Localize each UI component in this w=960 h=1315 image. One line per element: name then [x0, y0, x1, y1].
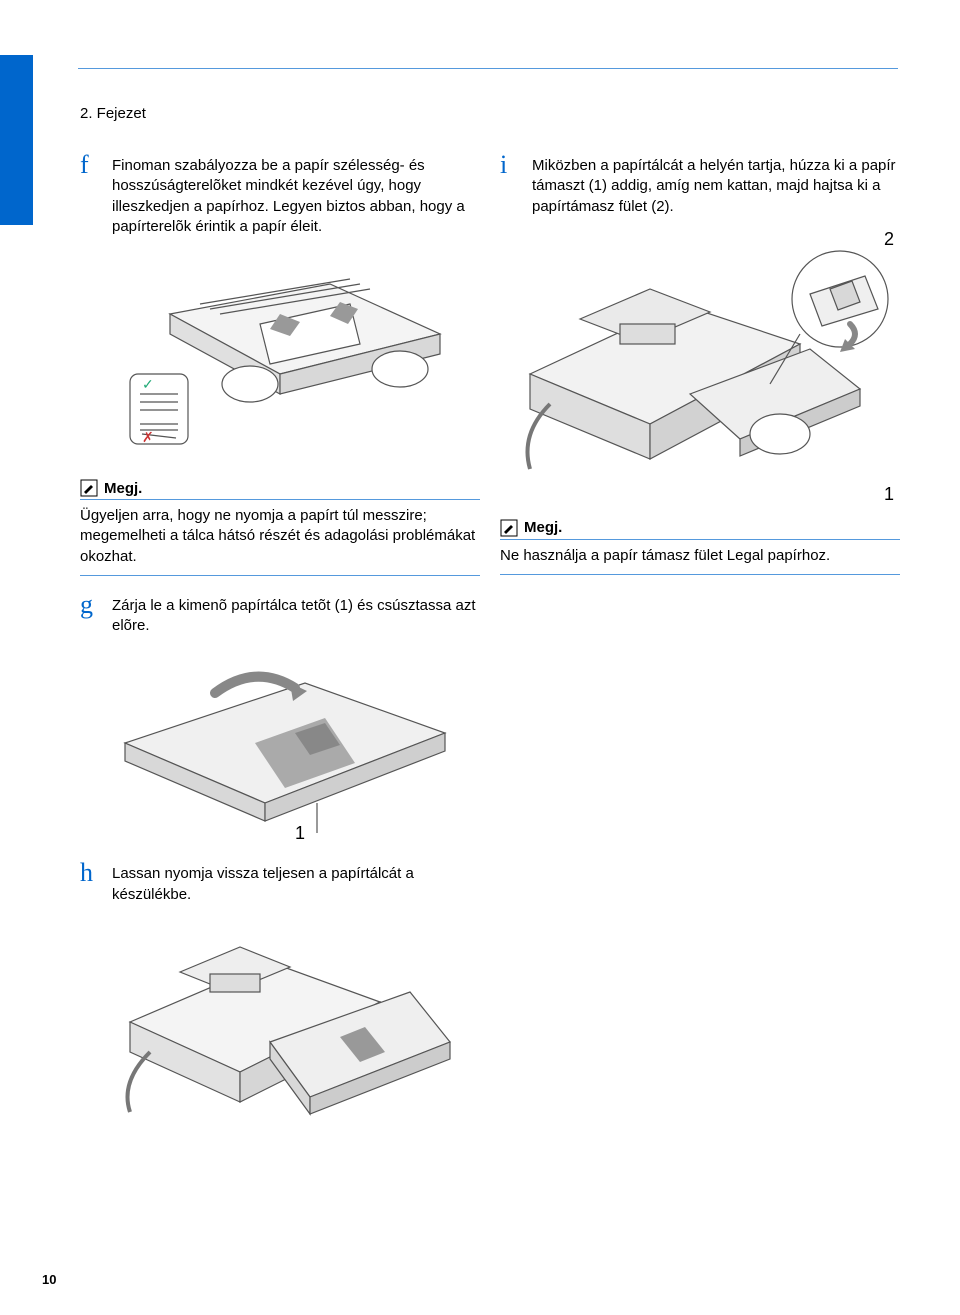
pencil-icon: [500, 519, 518, 537]
callout-i-1: 1: [884, 484, 894, 505]
page-number: 10: [42, 1272, 56, 1287]
note-left-header: Megj.: [80, 479, 480, 500]
step-h-letter: h: [80, 860, 112, 886]
callout-i-2: 2: [884, 229, 894, 250]
side-tab: [0, 55, 33, 225]
svg-text:✗: ✗: [142, 429, 154, 445]
left-column: f Finoman szabályozza be a papír széless…: [80, 152, 480, 1147]
callout-g-1: 1: [295, 823, 305, 844]
note-right-header: Megj.: [500, 519, 900, 540]
chapter-title: 2. Fejezet: [80, 105, 146, 122]
step-i-letter: i: [500, 152, 532, 178]
step-f: f Finoman szabályozza be a papír széless…: [80, 152, 480, 237]
printer-insert-svg: [90, 922, 470, 1142]
note-left-label: Megj.: [104, 480, 142, 497]
illustration-g: 1: [80, 648, 480, 848]
illustration-h: [80, 917, 480, 1147]
printer-support-svg: [500, 234, 900, 504]
step-i-text: Miközben a papírtálcát a helyén tartja, …: [532, 152, 900, 217]
illustration-f: ✓ ✗: [80, 249, 480, 459]
right-column: i Miközben a papírtálcát a helyén tartja…: [500, 152, 900, 575]
step-f-letter: f: [80, 152, 112, 178]
top-rule: [78, 68, 898, 69]
note-right-label: Megj.: [524, 519, 562, 536]
illustration-i: 2 1: [500, 229, 900, 509]
step-f-text: Finoman szabályozza be a papír szélesség…: [112, 152, 480, 237]
tray-cover-svg: [95, 653, 465, 843]
step-i: i Miközben a papírtálcát a helyén tartja…: [500, 152, 900, 217]
tray-guides-svg: ✓ ✗: [100, 254, 460, 454]
step-g-letter: g: [80, 592, 112, 618]
step-g-text: Zárja le a kimenõ papírtálca tetõt (1) é…: [112, 592, 480, 637]
svg-text:✓: ✓: [142, 376, 154, 392]
pencil-icon: [80, 479, 98, 497]
step-h: h Lassan nyomja vissza teljesen a papírt…: [80, 860, 480, 905]
note-left: Megj. Ügyeljen arra, hogy ne nyomja a pa…: [80, 479, 480, 576]
note-left-body: Ügyeljen arra, hogy ne nyomja a papírt t…: [80, 500, 480, 576]
step-h-text: Lassan nyomja vissza teljesen a papírtál…: [112, 860, 480, 905]
step-g: g Zárja le a kimenõ papírtálca tetõt (1)…: [80, 592, 480, 637]
note-right: Megj. Ne használja a papír támasz fület …: [500, 519, 900, 575]
note-right-body: Ne használja a papír támasz fület Legal …: [500, 540, 900, 575]
